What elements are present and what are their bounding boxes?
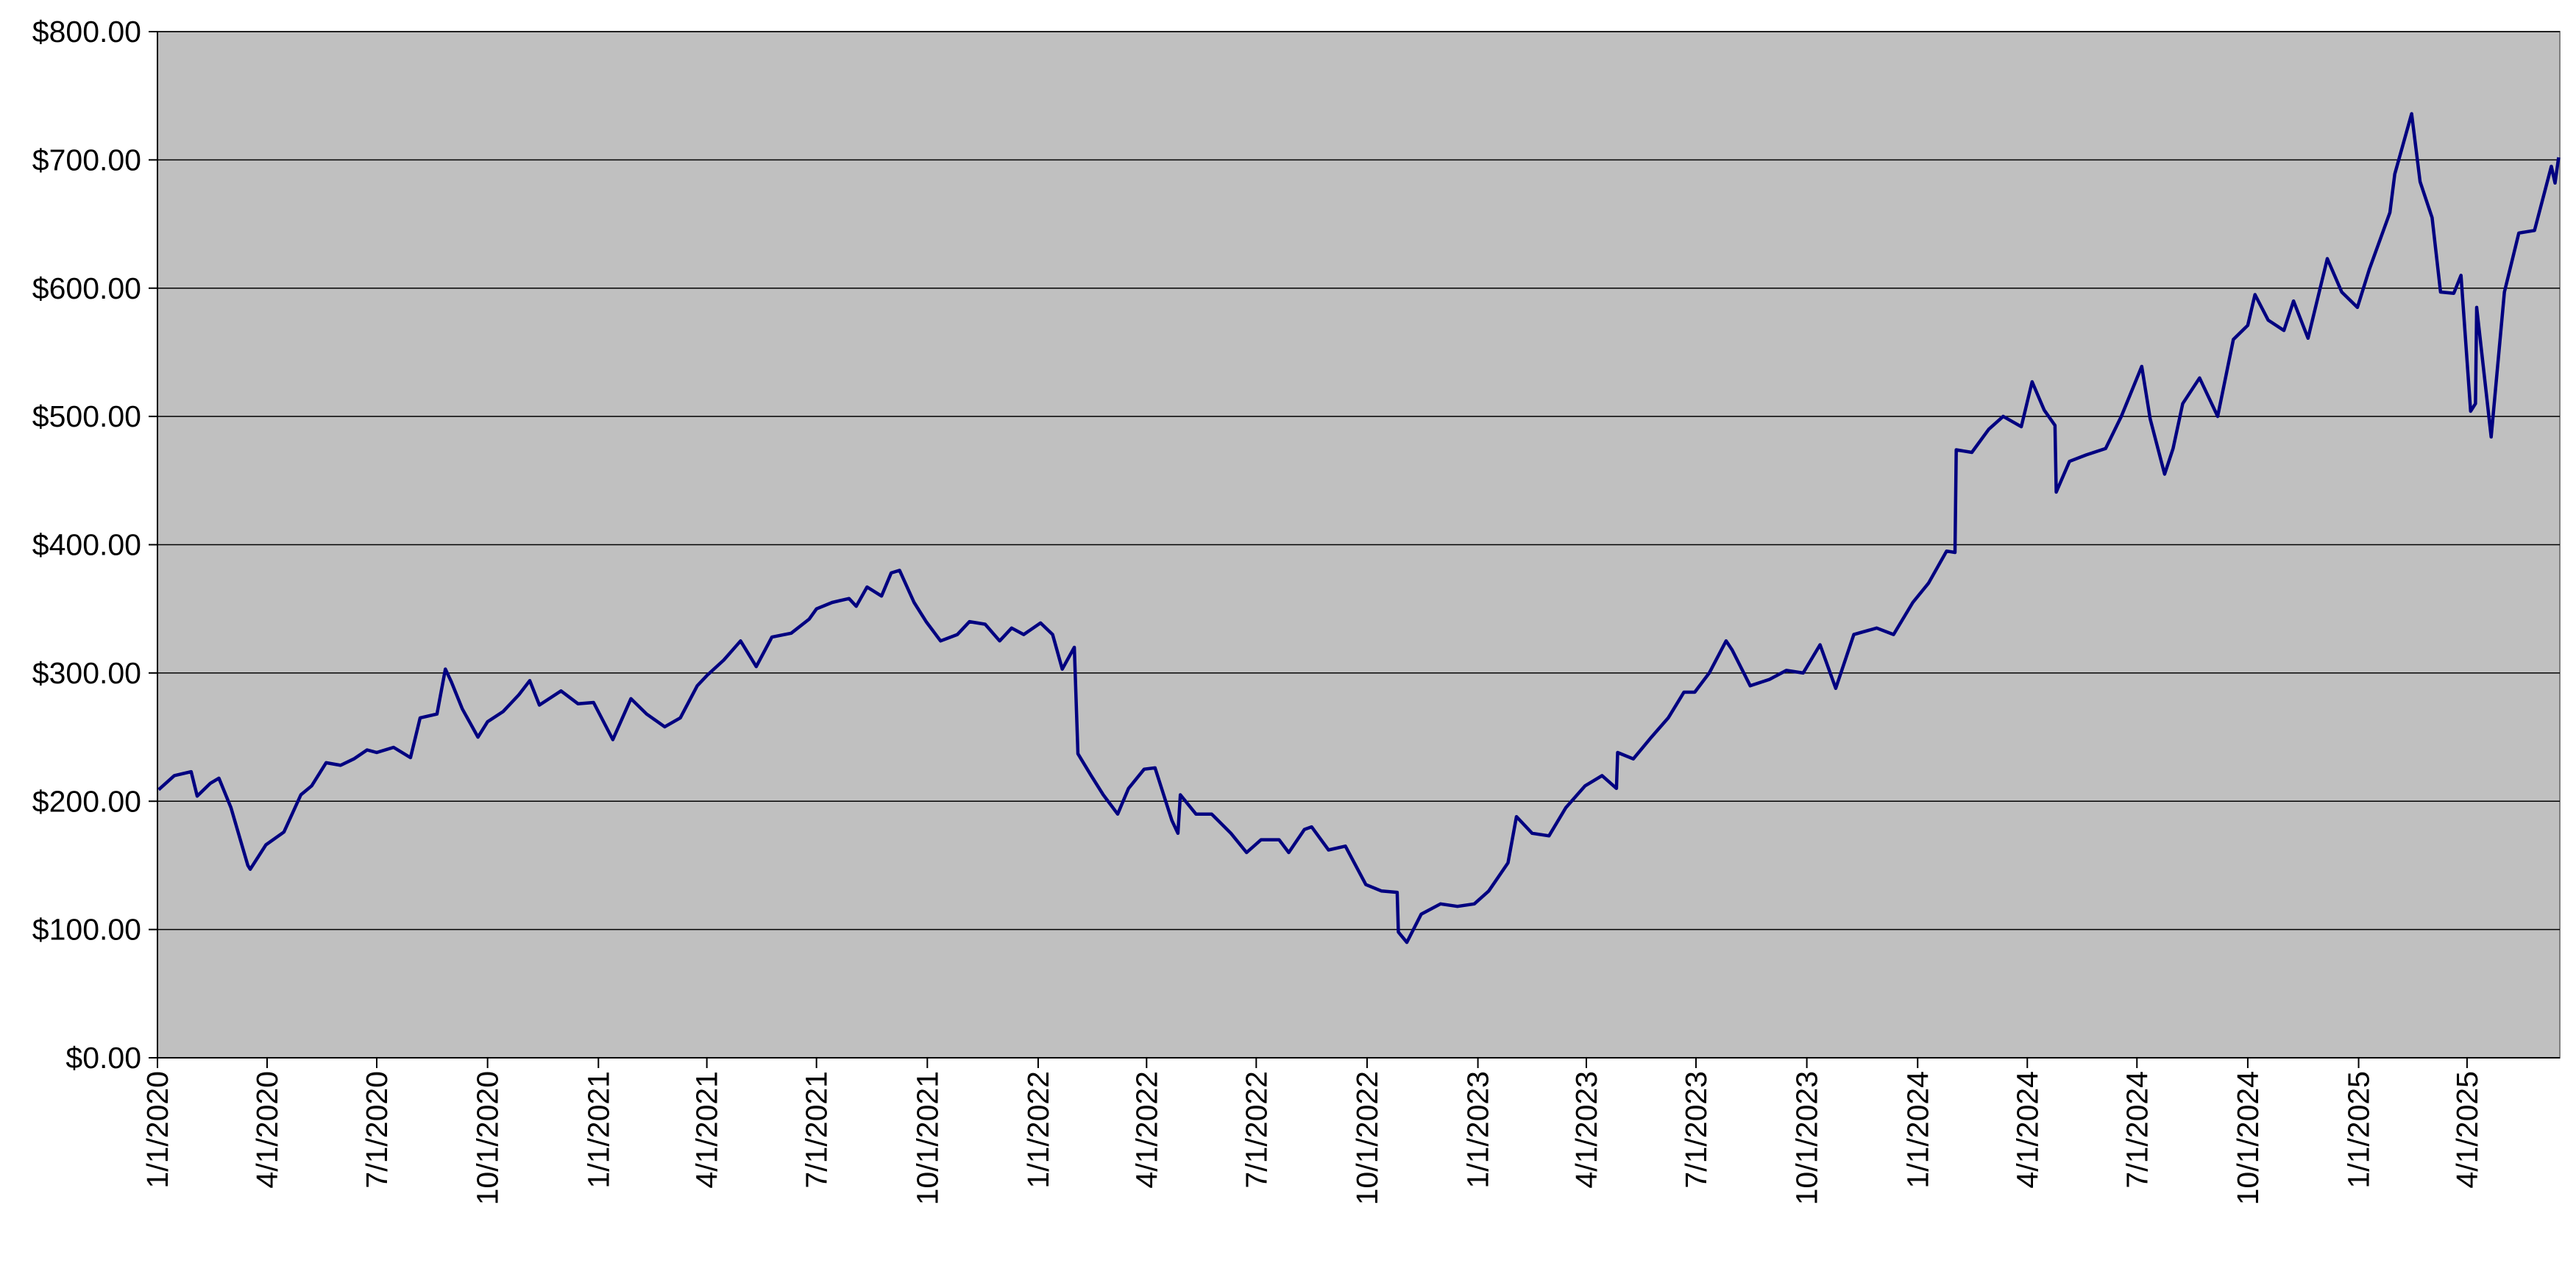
x-tick-label: 1/1/2021 [581, 1071, 615, 1189]
x-tick-label: 7/1/2020 [360, 1071, 394, 1189]
x-tick-label: 4/1/2024 [2010, 1071, 2044, 1189]
y-tick-label: $200.00 [32, 784, 141, 818]
x-tick-label: 1/1/2023 [1461, 1071, 1495, 1189]
x-tick-label: 10/1/2024 [2231, 1071, 2265, 1205]
x-tick-label: 7/1/2021 [800, 1071, 834, 1189]
x-tick-label: 10/1/2020 [471, 1071, 505, 1205]
x-tick-label: 10/1/2022 [1350, 1071, 1384, 1205]
price-line [157, 112, 2561, 944]
y-tick-label: $100.00 [32, 913, 141, 947]
x-tick-label: 4/1/2023 [1569, 1071, 1603, 1189]
y-tick-label: $300.00 [32, 656, 141, 690]
x-tick-label: 4/1/2025 [2450, 1071, 2484, 1189]
x-tick-label: 4/1/2022 [1129, 1071, 1163, 1189]
y-tick-label: $0.00 [65, 1041, 141, 1075]
x-tick-label: 4/1/2020 [250, 1071, 284, 1189]
x-tick-label: 4/1/2021 [690, 1071, 724, 1189]
x-tick-label: 1/1/2024 [1901, 1071, 1934, 1189]
y-tick-label: $500.00 [32, 399, 141, 433]
x-tick-label: 7/1/2024 [2120, 1071, 2154, 1189]
x-tick-label: 7/1/2023 [1679, 1071, 1713, 1189]
x-tick-label: 10/1/2023 [1790, 1071, 1824, 1205]
y-tick-label: $600.00 [32, 271, 141, 305]
x-tick-label: 1/1/2020 [141, 1071, 174, 1189]
y-tick-label: $800.00 [32, 15, 141, 49]
x-tick-label: 7/1/2022 [1239, 1071, 1273, 1189]
x-tick-label: 10/1/2021 [910, 1071, 944, 1205]
x-tick-label: 1/1/2025 [2342, 1071, 2376, 1189]
y-tick-label: $400.00 [32, 528, 141, 562]
x-tick-label: 1/1/2022 [1021, 1071, 1055, 1189]
y-tick-label: $700.00 [32, 143, 141, 177]
